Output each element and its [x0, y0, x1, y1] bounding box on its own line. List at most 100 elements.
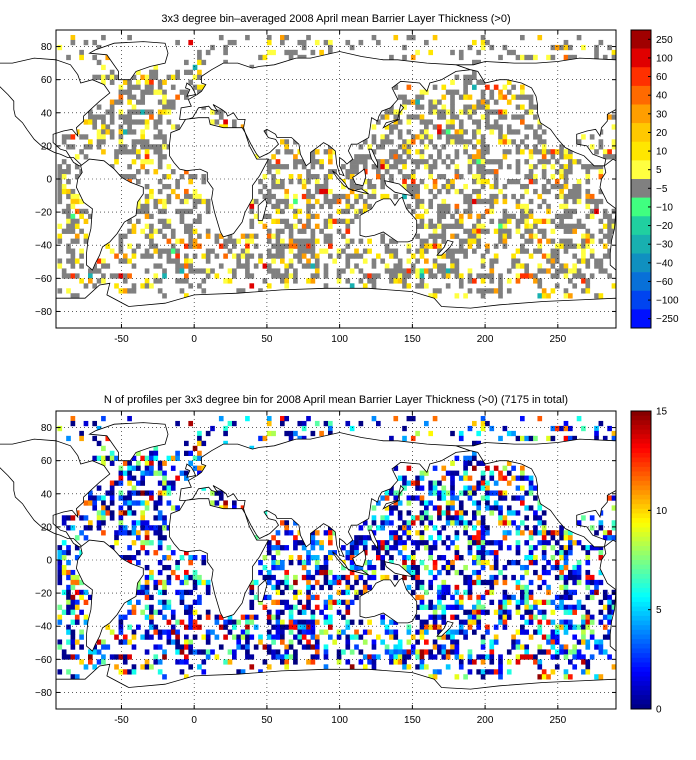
data-cell	[563, 644, 569, 650]
data-cell	[166, 223, 172, 229]
data-cell	[170, 624, 176, 630]
data-cell	[568, 540, 573, 546]
data-cell	[70, 415, 76, 422]
data-cell	[598, 644, 604, 650]
data-cell	[328, 253, 333, 259]
data-cell	[153, 624, 159, 630]
data-cell	[563, 579, 569, 586]
data-cell	[328, 540, 333, 546]
data-cell	[454, 599, 460, 605]
data-cell	[170, 609, 176, 615]
data-cell	[406, 248, 412, 254]
data-cell	[157, 278, 163, 284]
data-cell	[537, 248, 543, 254]
data-cell	[144, 465, 150, 471]
data-cell	[127, 669, 132, 675]
data-cell	[445, 584, 451, 591]
data-cell	[502, 425, 508, 432]
data-cell	[96, 425, 102, 432]
data-cell	[170, 465, 176, 471]
data-cell	[589, 654, 595, 660]
data-cell	[362, 664, 368, 670]
data-cell	[467, 624, 473, 630]
data-cell	[463, 490, 468, 496]
data-cell	[184, 475, 189, 481]
data-cell	[550, 530, 556, 536]
data-cell	[563, 169, 569, 175]
data-cell	[349, 218, 355, 224]
data-cell	[476, 233, 482, 239]
data-cell	[384, 515, 390, 521]
data-cell	[419, 495, 425, 501]
data-cell	[131, 84, 137, 90]
data-cell	[581, 273, 586, 279]
data-cell	[127, 84, 132, 90]
data-cell	[88, 144, 93, 150]
data-cell	[341, 564, 346, 571]
data-cell	[393, 114, 399, 120]
data-cell	[402, 144, 407, 150]
data-cell	[467, 278, 473, 284]
data-cell	[576, 540, 582, 546]
data-cell	[602, 594, 608, 601]
data-cell	[266, 193, 272, 200]
data-cell	[406, 510, 412, 516]
data-cell	[450, 564, 455, 571]
data-cell	[554, 540, 560, 546]
data-cell	[585, 193, 591, 200]
data-cell	[227, 420, 233, 427]
data-cell	[92, 505, 98, 511]
data-cell	[445, 208, 451, 215]
data-cell	[419, 248, 425, 254]
data-cell	[262, 223, 268, 229]
data-cell	[218, 233, 224, 239]
data-cell	[131, 510, 137, 516]
data-cell	[437, 589, 442, 596]
data-cell	[61, 159, 67, 165]
data-cell	[70, 223, 76, 229]
data-cell	[410, 263, 416, 269]
data-cell	[415, 94, 420, 100]
data-cell	[101, 114, 106, 120]
data-cell	[223, 44, 228, 51]
continent-outline	[352, 168, 367, 187]
data-cell	[576, 564, 582, 571]
data-cell	[406, 495, 412, 501]
data-cell	[70, 134, 76, 140]
colorbar-label: 0	[656, 705, 662, 716]
data-cell	[533, 510, 538, 516]
data-cell	[498, 114, 503, 120]
data-cell	[550, 174, 556, 180]
data-cell	[144, 193, 150, 200]
data-cell	[262, 644, 268, 650]
data-cell	[472, 510, 477, 516]
data-cell	[489, 564, 495, 571]
data-cell	[367, 203, 372, 210]
data-cell	[284, 415, 290, 422]
data-cell	[563, 420, 569, 427]
data-cell	[472, 69, 477, 75]
colorbar-label: 5	[656, 605, 662, 616]
data-cell	[568, 425, 573, 432]
data-cell	[136, 218, 141, 224]
data-cell	[419, 253, 425, 259]
data-cell	[275, 179, 281, 185]
data-cell	[393, 268, 399, 274]
y-tick-label: −20	[35, 589, 52, 600]
data-cell	[192, 253, 198, 259]
data-cell	[88, 213, 93, 220]
data-cell	[136, 84, 141, 90]
data-cell	[323, 644, 329, 650]
data-cell	[371, 505, 377, 511]
data-cell	[266, 550, 272, 556]
data-cell	[502, 594, 508, 601]
data-cell	[271, 624, 276, 630]
data-cell	[568, 624, 573, 630]
data-cell	[66, 134, 71, 140]
data-cell	[441, 490, 447, 496]
data-cell	[157, 530, 163, 536]
data-cell	[607, 218, 612, 224]
data-cell	[467, 520, 473, 526]
data-cell	[524, 54, 530, 61]
data-cell	[437, 154, 442, 160]
